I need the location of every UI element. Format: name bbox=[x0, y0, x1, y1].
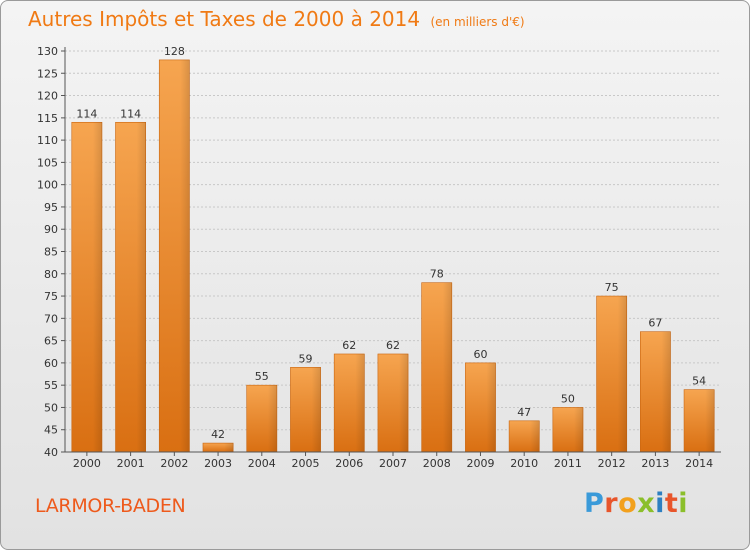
x-tick-label: 2004 bbox=[248, 457, 276, 470]
x-tick-label: 2007 bbox=[379, 457, 407, 470]
x-axis: 2000 2001 2002 2003 2004 2005 2006 2007 2008 2009… bbox=[65, 451, 721, 470]
x-tick-label: 2011 bbox=[554, 457, 582, 470]
x-tick-label: 2006 bbox=[335, 457, 363, 470]
y-tick-label: 85 bbox=[44, 246, 58, 259]
bar-shade bbox=[573, 407, 584, 452]
y-tick-label: 125 bbox=[37, 67, 58, 80]
bar-shade bbox=[442, 282, 452, 452]
x-tick-label: 2005 bbox=[292, 457, 320, 470]
x-tick-label: 2009 bbox=[466, 457, 494, 470]
y-tick-label: 95 bbox=[44, 201, 58, 214]
bar-value-label: 75 bbox=[605, 281, 619, 294]
logo-letter: o bbox=[618, 488, 638, 519]
bar-value-label: 50 bbox=[561, 392, 575, 405]
y-tick-label: 90 bbox=[44, 223, 58, 236]
x-tick-label: 2001 bbox=[117, 457, 145, 470]
bar-value-label: 42 bbox=[211, 428, 225, 441]
y-tick-label: 50 bbox=[44, 401, 58, 414]
y-tick-label: 120 bbox=[37, 90, 58, 103]
proxiti-logo: Proxiti bbox=[584, 488, 688, 519]
x-tick-label: 2003 bbox=[204, 457, 232, 470]
bar-value-label: 62 bbox=[386, 339, 400, 352]
bar-value-label: 78 bbox=[430, 268, 444, 281]
x-tick-label: 2014 bbox=[685, 457, 713, 470]
chart-subtitle: (en milliers d'€) bbox=[430, 15, 525, 29]
chart-title: Autres Impôts et Taxes de 2000 à 2014 bbox=[28, 7, 421, 31]
y-tick-label: 115 bbox=[37, 112, 58, 125]
bar-value-label: 59 bbox=[299, 352, 313, 365]
y-tick-label: 40 bbox=[44, 446, 58, 459]
bar-shade bbox=[486, 362, 496, 452]
y-tick-label: 130 bbox=[37, 45, 58, 58]
bar-shade bbox=[136, 122, 146, 453]
bar-value-label: 67 bbox=[648, 317, 662, 330]
x-tick-label: 2002 bbox=[160, 457, 188, 470]
chart-title-block: Autres Impôts et Taxes de 2000 à 2014 (e… bbox=[28, 7, 525, 31]
y-tick-label: 75 bbox=[44, 290, 58, 303]
y-tick-label: 100 bbox=[37, 179, 58, 192]
bar-shade bbox=[92, 122, 102, 453]
logo-letter: r bbox=[604, 488, 619, 519]
place-name: LARMOR-BADEN bbox=[35, 495, 186, 517]
y-tick-label: 80 bbox=[44, 268, 58, 281]
bar-value-label: 54 bbox=[692, 375, 706, 388]
bar-shade bbox=[530, 420, 540, 452]
bar-value-label: 114 bbox=[76, 107, 97, 120]
bar-value-label: 55 bbox=[255, 370, 269, 383]
bar-shade bbox=[224, 443, 234, 452]
bar-value-label: 128 bbox=[164, 45, 185, 58]
bar-shade bbox=[661, 331, 671, 452]
x-tick-label: 2013 bbox=[641, 457, 669, 470]
bar-value-label: 60 bbox=[473, 348, 487, 361]
x-tick-label: 2010 bbox=[510, 457, 538, 470]
y-tick-label: 70 bbox=[44, 312, 58, 325]
bar-shade bbox=[311, 367, 321, 452]
logo-letter: P bbox=[584, 488, 605, 519]
x-tick-label: 2008 bbox=[423, 457, 451, 470]
logo-letter: x bbox=[637, 488, 656, 519]
logo-letter: i bbox=[678, 488, 689, 519]
y-tick-label: 65 bbox=[44, 335, 58, 348]
bars: 114 114 128 42 55 59 62 62 78 60 47 50 75 67 54 bbox=[71, 45, 715, 453]
y-axis: 40 45 50 55 60 65 70 75 80 85 90 95 100 105 110 115 120 1… bbox=[37, 45, 66, 459]
y-tick-label: 60 bbox=[44, 357, 58, 370]
bar-shade bbox=[267, 385, 277, 452]
y-tick-label: 105 bbox=[37, 156, 58, 169]
x-tick-label: 2000 bbox=[73, 457, 101, 470]
y-tick-label: 110 bbox=[37, 134, 58, 147]
bar-shade bbox=[180, 59, 190, 453]
y-tick-label: 55 bbox=[44, 379, 58, 392]
y-tick-label: 45 bbox=[44, 424, 58, 437]
bar-shade bbox=[399, 353, 409, 452]
bar-value-label: 114 bbox=[120, 107, 141, 120]
logo-letter: i bbox=[655, 488, 665, 519]
bar-value-label: 47 bbox=[517, 406, 531, 419]
logo-letter: t bbox=[664, 488, 679, 519]
x-tick-label: 2012 bbox=[598, 457, 626, 470]
bar-shade bbox=[705, 389, 715, 452]
bar-shade bbox=[355, 353, 365, 452]
bar-shade bbox=[617, 296, 627, 452]
bar-value-label: 62 bbox=[342, 339, 356, 352]
